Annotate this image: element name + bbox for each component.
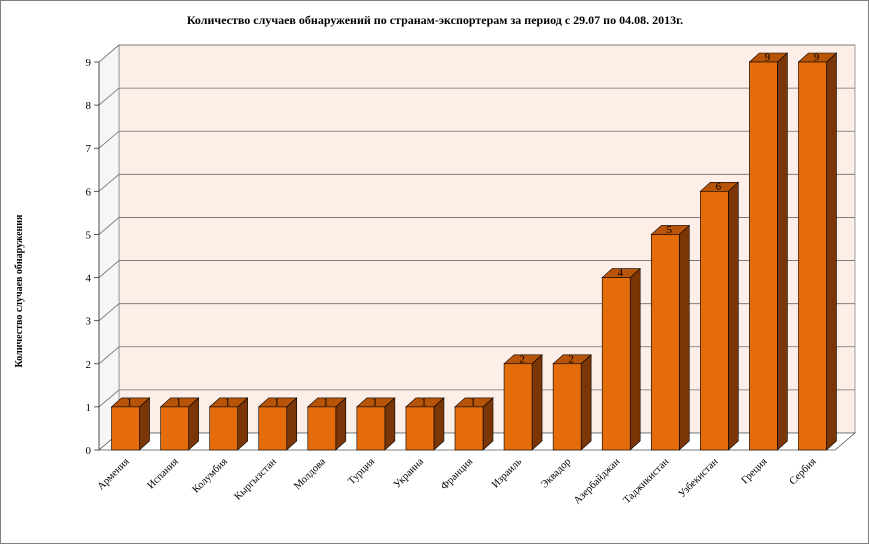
- gridline-6: [98, 173, 855, 192]
- bar-front: [160, 406, 189, 451]
- y-tick-labels: 0 1 2 3 4 5 6 7 8 9: [86, 57, 92, 457]
- bar-front: [601, 277, 631, 451]
- bar-13: [699, 181, 740, 451]
- data-label-12: 5: [667, 224, 673, 236]
- gridline-4: [98, 260, 855, 278]
- bar-side: [531, 354, 543, 451]
- category-label-14: Греция: [740, 456, 770, 486]
- bar-10: [552, 354, 592, 451]
- bar-side: [678, 224, 690, 451]
- data-label-8: 1: [470, 396, 476, 408]
- category-label-8: Франция: [439, 456, 475, 492]
- data-label-14: 9: [765, 52, 771, 64]
- category-label-2: Испания: [146, 456, 181, 491]
- data-label-9: 2: [519, 353, 525, 365]
- bar-3: [208, 397, 249, 451]
- bar-front: [111, 406, 140, 451]
- y-tick-label-5: 5: [86, 229, 92, 241]
- category-label-6: Турция: [346, 456, 377, 487]
- category-label-3: Колумбия: [191, 456, 230, 495]
- data-label-11: 4: [617, 267, 623, 279]
- bar-4: [257, 397, 298, 451]
- category-label-10: Эквадор: [539, 456, 573, 490]
- bar-side: [777, 52, 788, 451]
- category-label-13: Узбекистан: [677, 456, 721, 500]
- data-label-10: 2: [568, 353, 574, 365]
- bar-11: [601, 267, 641, 451]
- data-label-7: 1: [421, 396, 427, 408]
- chart-title: Количество случаев обнаружений по страна…: [187, 13, 683, 27]
- gridline-9: [98, 44, 855, 63]
- data-label-6: 1: [372, 396, 378, 408]
- bar-front: [405, 406, 435, 451]
- bar-9: [503, 354, 543, 451]
- bar-side: [728, 181, 739, 451]
- y-tick-label-2: 2: [86, 359, 92, 371]
- bar-15: [797, 52, 838, 451]
- bar-14: [748, 52, 789, 451]
- bar-6: [356, 397, 396, 451]
- bar-12: [650, 224, 691, 451]
- category-label-12: Таджикистан: [622, 456, 672, 506]
- bar-front: [356, 406, 386, 451]
- category-label-5: Молдова: [292, 456, 328, 492]
- bar-front: [503, 363, 533, 451]
- back-wall: [118, 44, 856, 434]
- y-tick-label-3: 3: [86, 316, 92, 328]
- y-tick-label-0: 0: [86, 445, 92, 457]
- bar-front: [552, 363, 582, 451]
- data-labels: 1 1 1 1 1 1 1 1 2 2 4 5 6 9 9: [127, 52, 820, 409]
- y-tick-label-6: 6: [86, 186, 92, 198]
- data-label-3: 1: [225, 396, 231, 408]
- y-tick-label-1: 1: [86, 402, 92, 414]
- data-label-15: 9: [814, 52, 820, 64]
- category-label-11: Азербайджан: [572, 456, 623, 507]
- y-tick-label-7: 7: [86, 143, 92, 155]
- bar-front: [209, 406, 238, 451]
- bar-front: [454, 406, 484, 451]
- bar-2: [159, 397, 200, 451]
- data-label-1: 1: [127, 396, 133, 408]
- category-label-7: Украина: [392, 456, 426, 490]
- bar-front: [258, 406, 288, 451]
- category-labels: Армения Испания Колумбия Кыргызстан Молдова Т…: [96, 456, 819, 507]
- gridline-5: [98, 217, 855, 235]
- bar-side: [826, 52, 837, 451]
- category-label-4: Кыргызстан: [233, 456, 280, 503]
- y-tick-label-4: 4: [86, 273, 92, 285]
- bar-side: [629, 267, 641, 451]
- bar-front: [798, 61, 827, 451]
- category-label-15: Сербия: [788, 456, 819, 487]
- bar-8: [454, 397, 494, 451]
- y-tick-label-9: 9: [86, 57, 92, 69]
- bar-front: [307, 406, 337, 451]
- bar-front: [700, 191, 729, 451]
- bar-side: [580, 354, 592, 451]
- data-label-2: 1: [176, 396, 182, 408]
- gridline-7: [98, 130, 855, 149]
- gridline-8: [98, 87, 855, 106]
- bar-front: [650, 234, 680, 451]
- category-label-1: Армения: [96, 456, 132, 492]
- data-label-5: 1: [323, 396, 329, 408]
- chart-walls: [97, 44, 857, 451]
- bar-1: [110, 397, 151, 451]
- y-axis-title: Количество случаев обнаружения: [14, 214, 25, 368]
- data-label-13: 6: [716, 181, 722, 193]
- category-label-9: Израиль: [490, 456, 524, 490]
- data-label-4: 1: [274, 396, 280, 408]
- bar-front: [749, 61, 778, 451]
- bars: [110, 52, 838, 451]
- bar-5: [307, 397, 347, 451]
- y-tick-label-8: 8: [86, 100, 92, 112]
- axes: [94, 61, 100, 451]
- side-wall: [98, 44, 120, 451]
- bar-7: [405, 397, 445, 451]
